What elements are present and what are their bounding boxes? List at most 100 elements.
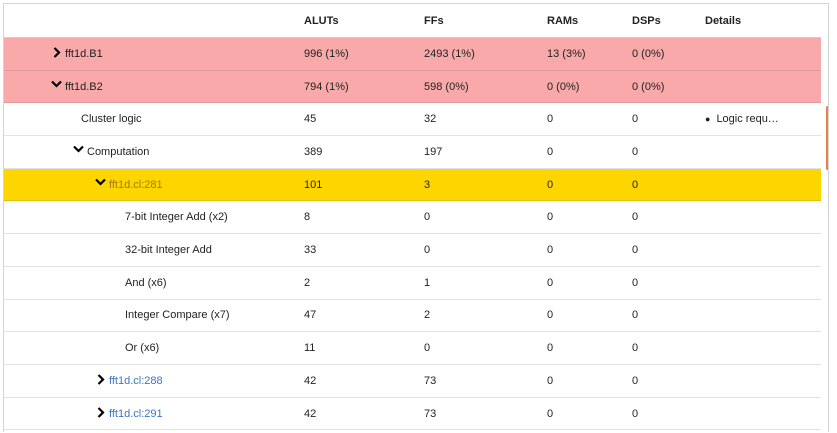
cell-aluts: 389 [304, 145, 323, 158]
row-label: Integer Compare (x7) [125, 309, 230, 322]
cell-ffs: 3 [424, 178, 431, 191]
table-row[interactable]: And (x6) 2 1 0 0 [4, 267, 821, 300]
table-row[interactable]: fft1d.B2 794 (1%) 598 (0%) 0 (0%) 0 (0%) [4, 70, 821, 104]
cell-aluts: 33 [304, 244, 317, 257]
cell-details [705, 202, 817, 234]
table-row[interactable]: Cluster logic 45 32 0 0 ● Logic requ… [4, 103, 821, 137]
cell-rams: 0 [547, 244, 554, 257]
vertical-scrollbar-thumb[interactable] [826, 106, 828, 170]
cell-aluts: 996 (1%) [304, 47, 349, 60]
table-row[interactable]: fft1d.B1 996 (1%) 2493 (1%) 13 (3%) 0 (0%) [4, 38, 821, 71]
cell-ffs: 2493 (1%) [424, 47, 475, 60]
cell-details [705, 136, 817, 168]
row-name-cell: Computation [4, 136, 362, 168]
cell-rams: 0 [547, 211, 554, 224]
cell-ffs: 598 (0%) [424, 80, 469, 93]
cell-dsps: 0 [632, 145, 639, 158]
table-row[interactable]: fft1d.cl:281 101 3 0 0 [4, 168, 821, 202]
cell-dsps: 0 [632, 178, 639, 191]
table-row[interactable]: Computation 389 197 0 0 [4, 136, 821, 169]
cell-aluts: 794 (1%) [304, 80, 349, 93]
cell-rams: 0 [547, 374, 554, 387]
row-name-cell: And (x6) [4, 267, 415, 299]
cell-dsps: 0 [632, 244, 639, 257]
cell-details [705, 38, 817, 70]
header-rams[interactable]: RAMs [547, 14, 579, 27]
cell-aluts: 11 [304, 342, 316, 355]
cell-aluts: 101 [304, 178, 323, 191]
row-label: 32-bit Integer Add [125, 244, 212, 257]
table-row[interactable]: Or (x6) 11 0 0 0 [4, 332, 821, 365]
table-row[interactable]: fft1d.cl:288 42 73 0 0 [4, 365, 821, 398]
row-label: 7-bit Integer Add (x2) [125, 211, 228, 224]
cell-details [705, 169, 817, 201]
source-link[interactable]: fft1d.cl:291 [109, 407, 163, 420]
cell-ffs: 197 [424, 145, 443, 158]
cell-rams: 0 [547, 407, 554, 420]
cell-rams: 0 [547, 113, 554, 126]
chevron-down-icon[interactable] [72, 145, 85, 156]
chevron-down-icon[interactable] [50, 80, 63, 91]
cell-rams: 0 [547, 178, 554, 191]
chevron-right-icon[interactable] [94, 406, 107, 421]
row-name-cell: Cluster logic [4, 103, 371, 135]
row-label: Computation [87, 145, 150, 158]
cell-rams: 0 [547, 145, 554, 158]
row-name-cell: fft1d.B2 [4, 71, 340, 103]
row-label: Or (x6) [125, 342, 160, 355]
cell-rams: 0 [547, 276, 554, 289]
row-label: fft1d.B1 [65, 47, 103, 60]
cell-details: ● Logic requ… [705, 103, 817, 135]
table-row[interactable]: fft1d.cl:291 42 73 0 0 [4, 398, 821, 431]
area-report-table: ALUTs FFs RAMs DSPs Details fft1d.B1 996 … [3, 3, 829, 432]
cell-rams: 0 [547, 342, 554, 355]
cell-ffs: 1 [424, 276, 431, 289]
cell-dsps: 0 (0%) [632, 47, 665, 60]
cell-dsps: 0 [632, 342, 639, 355]
header-details[interactable]: Details [705, 14, 742, 27]
cell-aluts: 42 [304, 407, 317, 420]
cell-details [705, 71, 817, 103]
cell-details [705, 267, 817, 299]
cell-ffs: 0 [424, 244, 431, 257]
chevron-right-icon[interactable] [50, 47, 63, 61]
chevron-down-icon[interactable] [94, 178, 107, 189]
cell-ffs: 2 [424, 309, 431, 322]
header-aluts[interactable]: ALUTs [304, 14, 339, 27]
row-name-cell: fft1d.cl:281 [4, 169, 384, 201]
cell-ffs: 73 [424, 374, 437, 387]
row-name-cell: fft1d.B1 [4, 38, 340, 70]
cell-ffs: 73 [424, 407, 437, 420]
cell-aluts: 47 [304, 309, 317, 322]
cell-dsps: 0 [632, 374, 639, 387]
cell-rams: 0 [547, 309, 554, 322]
row-label: fft1d.B2 [65, 80, 103, 93]
source-link[interactable]: fft1d.cl:281 [109, 178, 163, 191]
cell-details [705, 332, 817, 364]
cell-dsps: 0 [632, 407, 639, 420]
cell-rams: 0 (0%) [547, 80, 580, 93]
cell-details [705, 398, 817, 430]
table-row[interactable]: 32-bit Integer Add 33 0 0 0 [4, 234, 821, 267]
cell-dsps: 0 [632, 211, 639, 224]
table-row[interactable]: Integer Compare (x7) 47 2 0 0 [4, 300, 821, 333]
cell-dsps: 0 (0%) [632, 80, 665, 93]
cell-ffs: 0 [424, 211, 431, 224]
header-dsps[interactable]: DSPs [632, 14, 661, 27]
cell-aluts: 42 [304, 374, 317, 387]
table-row[interactable]: 7-bit Integer Add (x2) 8 0 0 0 [4, 202, 821, 235]
cell-details [705, 365, 817, 397]
row-name-cell: 7-bit Integer Add (x2) [4, 202, 415, 234]
cell-details [705, 300, 817, 332]
source-link[interactable]: fft1d.cl:288 [109, 374, 163, 387]
header-ffs[interactable]: FFs [424, 14, 444, 27]
row-name-cell: 32-bit Integer Add [4, 234, 415, 266]
cell-aluts: 2 [304, 276, 311, 289]
details-text[interactable]: Logic requ… [716, 113, 779, 126]
cell-dsps: 0 [632, 276, 639, 289]
cell-aluts: 45 [304, 113, 317, 126]
cell-rams: 13 (3%) [547, 47, 586, 60]
header-name [4, 4, 294, 37]
cell-ffs: 32 [424, 113, 437, 126]
chevron-right-icon[interactable] [94, 374, 107, 388]
